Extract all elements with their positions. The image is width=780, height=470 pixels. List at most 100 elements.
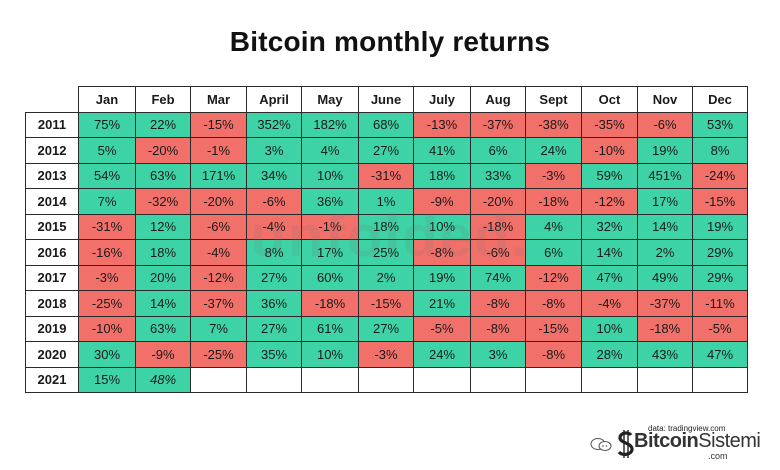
return-cell: 47% [581,264,638,291]
return-cell: 41% [413,137,471,164]
table-row: 2013 54% 63% 171% 34% 10% -31% 18% 33% -3% 59% 451%… [25,162,748,189]
return-cell: -8% [470,290,526,317]
year-label: 2014 [25,188,79,215]
return-cell: -6% [246,188,302,215]
return-cell: -20% [190,188,247,215]
return-cell: -8% [413,239,471,266]
return-cell: 171% [190,162,247,189]
return-cell: -9% [135,341,191,368]
return-cell: -8% [525,341,582,368]
return-cell: 14% [581,239,638,266]
table-row: 2021 15% 48% [25,366,748,393]
year-label: 2012 [25,137,79,164]
return-cell: 15% [78,366,136,393]
return-cell: -37% [190,290,247,317]
return-cell: 3% [470,341,526,368]
return-cell: 18% [135,239,191,266]
return-cell: -6% [190,213,247,240]
return-cell: 68% [358,111,414,138]
return-cell: 5% [78,137,136,164]
year-label: 2011 [25,111,79,138]
return-cell: -8% [470,315,526,342]
return-cell: -38% [525,111,582,138]
return-cell: -20% [135,137,191,164]
return-cell: -8% [525,290,582,317]
logo-brand-text: BitcoinSistemi [634,430,761,452]
return-cell: 27% [246,315,302,342]
source-note: data: tradingview.com [648,424,726,433]
table-row: 2017 -3% 20% -12% 27% 60% 2% 19% 74% -12% 47% 49% 29… [25,264,748,291]
return-cell [581,366,638,393]
bitcoin-s-icon [617,430,634,458]
return-cell: -15% [525,315,582,342]
month-header-jan: Jan [78,86,136,113]
return-cell: 25% [358,239,414,266]
return-cell [246,366,302,393]
corner-cell [25,86,79,113]
return-cell: -18% [637,315,693,342]
return-cell: 6% [470,137,526,164]
return-cell [301,366,359,393]
return-cell: 61% [301,315,359,342]
return-cell: 18% [413,162,471,189]
return-cell: -5% [692,315,748,342]
return-cell: 74% [470,264,526,291]
month-header-aug: Aug [470,86,526,113]
return-cell: 29% [692,264,748,291]
year-label: 2016 [25,239,79,266]
return-cell: 10% [301,341,359,368]
table-row: 2019 -10% 63% 7% 27% 61% 27% -5% -8% -15% 10% -18% -… [25,315,748,342]
return-cell: -9% [413,188,471,215]
return-cell: 54% [78,162,136,189]
table-row: 2011 75% 22% -15% 352% 182% 68% -13% -37% -38% -35… [25,111,748,138]
return-cell: -1% [190,137,247,164]
return-cell: 30% [78,341,136,368]
return-cell: 49% [637,264,693,291]
return-cell: -18% [301,290,359,317]
month-header-nov: Nov [637,86,693,113]
return-cell: 43% [637,341,693,368]
return-cell [190,366,247,393]
return-cell: -12% [190,264,247,291]
return-cell: -12% [525,264,582,291]
return-cell: 6% [525,239,582,266]
return-cell: -31% [78,213,136,240]
return-cell: -15% [692,188,748,215]
table-row: 2020 30% -9% -25% 35% 10% -3% 24% 3% -8% 28% 43% 47% [25,341,748,368]
year-label: 2019 [25,315,79,342]
return-cell: -4% [246,213,302,240]
return-cell: -10% [78,315,136,342]
return-cell [637,366,693,393]
return-cell [525,366,582,393]
return-cell: 22% [135,111,191,138]
return-cell: 17% [301,239,359,266]
return-cell: -18% [525,188,582,215]
return-cell: -18% [470,213,526,240]
returns-table: Jan Feb Mar April May June July Aug Sept Oct Nov De… [25,86,748,393]
return-cell: -37% [470,111,526,138]
table-row: 2016 -16% 18% -4% 8% 17% 25% -8% -6% 6% 14% 2% 29% [25,239,748,266]
return-cell: 10% [301,162,359,189]
year-label: 2021 [25,366,79,393]
return-cell: 10% [413,213,471,240]
table-body: 2011 75% 22% -15% 352% 182% 68% -13% -37% -38% -35… [25,111,748,393]
table-row: 2012 5% -20% -1% 3% 4% 27% 41% 6% 24% -10% 19% 8% [25,137,748,164]
table-row: 2018 -25% 14% -37% 36% -18% -15% 21% -8% -8% -4% -3… [25,290,748,317]
table-row: 2014 7% -32% -20% -6% 36% 1% -9% -20% -18% -12% 17%… [25,188,748,215]
year-label: 2013 [25,162,79,189]
chart-title: Bitcoin monthly returns [229,26,551,57]
return-cell: 451% [637,162,693,189]
return-cell: 36% [246,290,302,317]
return-cell: -31% [358,162,414,189]
return-cell: -11% [692,290,748,317]
return-cell: -10% [581,137,638,164]
month-header-row: Jan Feb Mar April May June July Aug Sept Oct Nov De… [25,86,748,113]
logo-suffix: .com [708,451,728,461]
return-cell: 34% [246,162,302,189]
return-cell: -20% [470,188,526,215]
return-cell: -5% [413,315,471,342]
month-header-dec: Dec [692,86,748,113]
return-cell: 17% [637,188,693,215]
return-cell: 18% [358,213,414,240]
return-cell: 48% [135,366,191,393]
